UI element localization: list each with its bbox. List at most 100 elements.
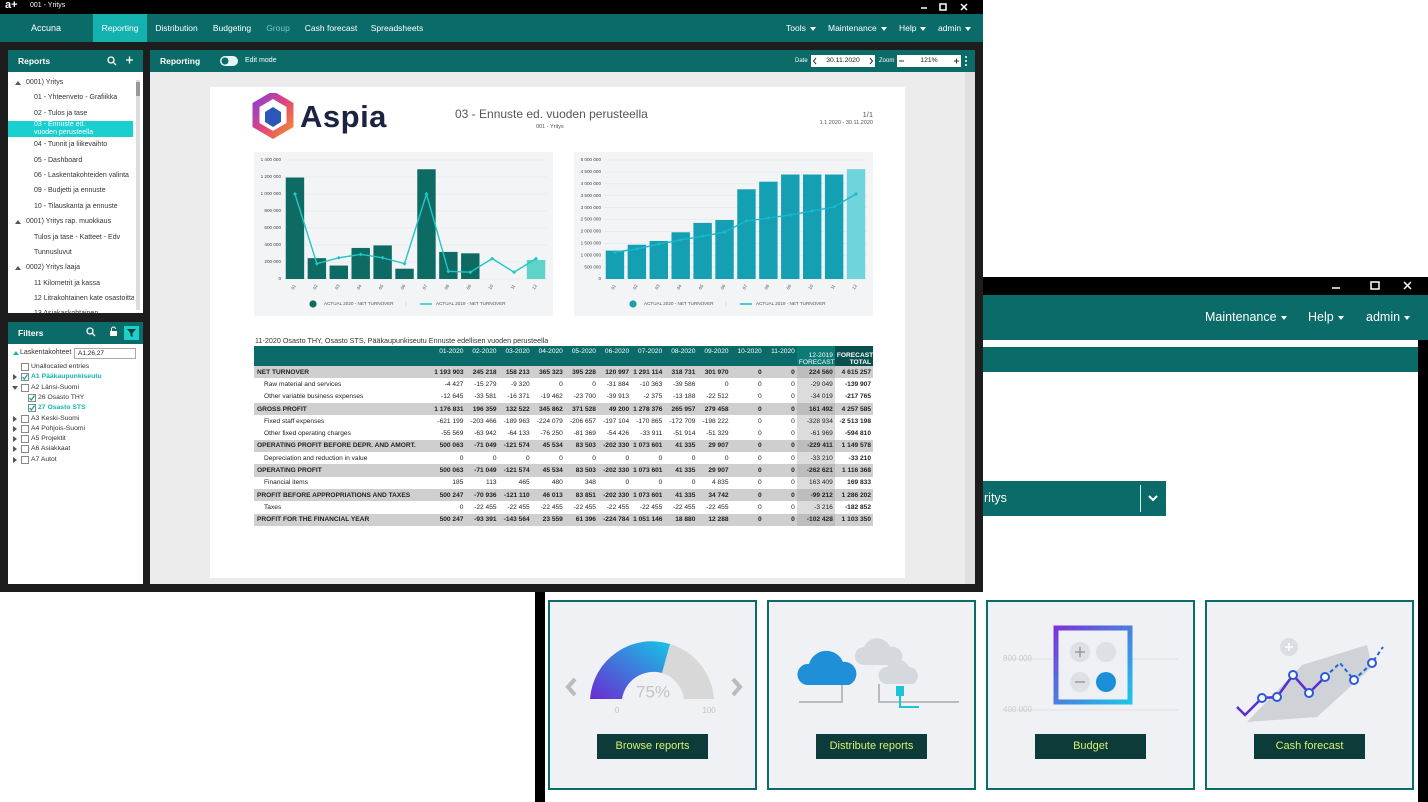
card-button[interactable]: Browse reports — [597, 734, 708, 759]
cell: -33 911 — [640, 430, 663, 438]
chevron — [1148, 495, 1158, 502]
cell: -121 110 — [504, 491, 530, 499]
line-point — [832, 204, 837, 209]
y-tick-label: 200 000 — [264, 259, 281, 264]
filter-item[interactable]: 26 Osasto THY — [38, 393, 85, 401]
cell: 0 — [691, 454, 696, 462]
cell: 83 503 — [575, 467, 596, 475]
cell: -621 199 — [437, 417, 464, 425]
tree-item[interactable]: 06 - Laskentakohteiden valinta — [34, 171, 129, 179]
nav-tab[interactable]: Budgeting — [212, 23, 252, 33]
filter-item[interactable]: A6 Asiakkaat — [31, 445, 71, 453]
card-button[interactable]: Cash forecast — [1254, 734, 1365, 759]
scroll-thumb[interactable] — [136, 82, 140, 96]
cell: -4 427 — [444, 380, 464, 388]
line-point — [314, 261, 319, 266]
menu-item[interactable]: Help — [899, 14, 926, 42]
row-label: Depreciation and reduction in value — [264, 454, 368, 462]
bar — [373, 245, 392, 279]
cell: -224 784 — [603, 516, 630, 524]
zoom-buttons — [899, 58, 959, 64]
report-page: Aspia 03 - Ennuste ed. vuoden perusteella… — [210, 87, 905, 578]
menu-item[interactable]: admin — [1366, 295, 1410, 340]
tree-item[interactable]: Tunnusluvut — [34, 248, 72, 256]
date-box[interactable]: 30.11.2020 — [811, 55, 875, 67]
menu-item[interactable]: Tools — [786, 14, 816, 42]
filter-item[interactable]: A5 Projektit — [31, 435, 66, 443]
chevron-right — [731, 677, 743, 697]
tree-item[interactable]: 12 Litrakohtainen kate osastoittain — [34, 295, 134, 303]
menu-item[interactable]: Maintenance — [828, 14, 887, 42]
tree-item[interactable]: 03 - Ennuste ed. vuoden perusteella — [8, 121, 133, 138]
close-icon[interactable] — [960, 3, 968, 11]
arrow — [13, 415, 17, 422]
filter-item[interactable]: Unallocated entries — [31, 363, 90, 370]
cell: 0 — [658, 479, 663, 487]
x-tick-label: 01 — [610, 283, 617, 290]
close-icon[interactable] — [1403, 281, 1412, 290]
cell: 45 534 — [542, 467, 563, 475]
tree-group[interactable]: 0001) Yritys rap. muokkaus — [8, 214, 134, 229]
lock-icon — [110, 331, 117, 336]
tree-item[interactable]: 04 - Tunnit ja liikevaihto — [34, 141, 108, 149]
scrollbar[interactable] — [136, 80, 140, 310]
tree-item[interactable]: 10 - Tilauskanta ja ennuste — [34, 202, 118, 210]
tree-group[interactable]: 0001) Yritys — [8, 75, 134, 90]
tree-item[interactable]: 13 Asiakaskohtainen — [8, 306, 134, 313]
cell: -39 913 — [606, 393, 630, 401]
filter-item[interactable]: A3 Keski-Suomi — [31, 414, 80, 422]
nav-tab[interactable]: Group — [266, 23, 290, 33]
menu-item[interactable]: Maintenance — [1205, 295, 1287, 340]
checkbox-box — [21, 383, 29, 392]
x-tick-label: 09 — [785, 283, 792, 290]
cell: 0 — [459, 503, 464, 511]
cell: -189 963 — [503, 417, 530, 425]
maximize-icon[interactable] — [939, 3, 947, 11]
arrow — [15, 81, 21, 85]
bar — [417, 169, 436, 279]
tree-group[interactable]: 0002) Yritys laaja — [8, 260, 134, 275]
table-row: PROFIT BEFORE APPROPRIATIONS AND TAXES 50… — [254, 488, 873, 502]
plug — [896, 686, 904, 696]
tree-item[interactable]: 05 - Dashboard — [34, 156, 83, 164]
column-header: 07-2020 — [638, 348, 663, 355]
tree-item[interactable]: 01 - Yhteenveto - Grafiikka — [34, 94, 118, 102]
nav-tab[interactable]: Spreadsheets — [370, 23, 424, 33]
filter-item[interactable]: A2 Länsi-Suomi — [31, 383, 79, 391]
card-button[interactable]: Distribute reports — [816, 734, 927, 759]
card-button[interactable]: Budget — [1035, 734, 1146, 759]
menu-item[interactable]: admin — [938, 14, 971, 42]
cell: -63 942 — [474, 430, 497, 438]
tree-item[interactable]: 02 - Tulos ja tase — [34, 109, 88, 117]
search-icon — [107, 56, 115, 64]
maximize-icon[interactable] — [1370, 281, 1380, 290]
cell: 500 063 — [439, 442, 464, 450]
tree-item[interactable]: Tulos ja tase - Katteet - Edv — [34, 233, 121, 241]
nav-tab[interactable]: Reporting — [93, 14, 147, 42]
tree-item[interactable]: 09 - Budjetti ja ennuste — [34, 187, 106, 195]
cell: 46 013 — [542, 491, 563, 499]
nav-tab[interactable]: Distribution — [155, 23, 198, 33]
row-label: PROFIT FOR THE FINANCIAL YEAR — [257, 516, 370, 524]
bar — [737, 189, 756, 279]
cell: 29 907 — [708, 442, 729, 450]
nav-tab[interactable]: Cash forecast — [304, 23, 358, 33]
filter-item[interactable]: A7 Autot — [31, 455, 57, 463]
filter-item[interactable]: A4 Pohjois-Suomi — [31, 424, 86, 432]
filter-row: A1 Pääkaupunkiseutu — [8, 372, 143, 382]
legend-marker — [309, 300, 317, 308]
cell: 0 — [592, 454, 596, 462]
filter-item[interactable]: A1 Pääkaupunkiseutu — [31, 373, 102, 381]
cell: 1 278 376 — [633, 405, 663, 413]
filter-item[interactable]: 27 Osasto STS — [38, 404, 86, 412]
column-header: 02-2020 — [472, 348, 497, 355]
reports-panel: Reports 0001) Yritys 01 - Yhteenveto - Gra… — [8, 50, 143, 313]
filter-input[interactable]: A1,26,27 — [74, 348, 136, 359]
zoom-box[interactable]: 121% — [897, 55, 961, 67]
menu-item[interactable]: Help — [1308, 295, 1344, 340]
cell: 0 — [625, 479, 630, 487]
row-label: PROFIT BEFORE APPROPRIATIONS AND TAXES — [257, 491, 411, 499]
tree-item[interactable]: 11 Kilometrit ja kassa — [34, 279, 101, 287]
scrollbar[interactable] — [965, 72, 975, 584]
edit-toggle[interactable] — [220, 56, 238, 66]
